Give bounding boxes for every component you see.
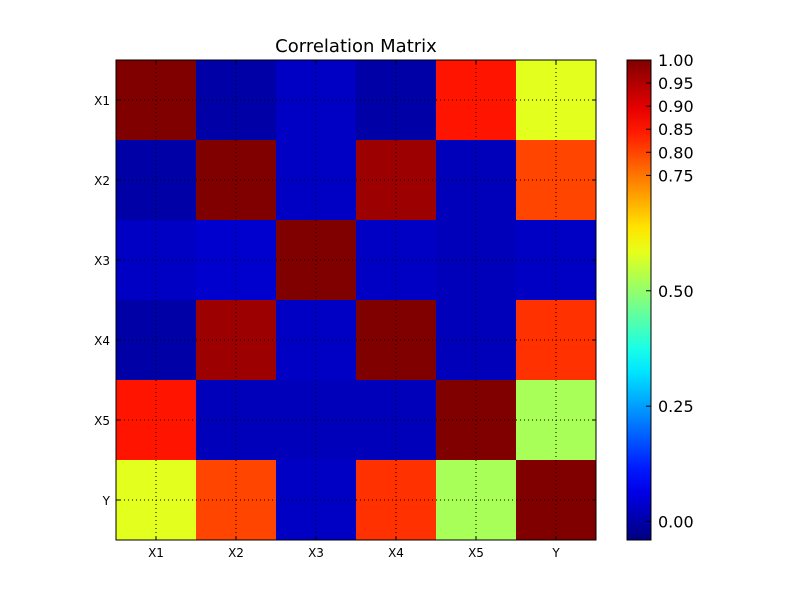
colorbar-tick-label: 0.85 [658, 120, 694, 139]
y-tick-label-X1: X1 [94, 94, 110, 108]
heatmap-cells [116, 60, 597, 541]
axis-ticks [116, 60, 596, 540]
x-tick-label-Y: Y [551, 546, 560, 560]
colorbar-tick-label: 0.75 [658, 166, 694, 185]
colorbar-ticks: 0.00 0.25 0.50 0.75 0.80 0.85 0.90 0.95 1.00 [646, 51, 694, 532]
y-tick-label-Y: Y [102, 494, 111, 508]
colorbar-tick-label: 0.80 [658, 143, 694, 162]
x-tick-label-X3: X3 [308, 546, 324, 560]
colorbar [626, 59, 652, 541]
plot-frame [115, 59, 597, 541]
colorbar-tick-label: 0.90 [658, 97, 694, 116]
x-axis-tick-labels: X1 X2 X3 X4 X5 Y [148, 546, 560, 560]
colorbar-tick-label: 0.25 [658, 397, 694, 416]
heatmap-gridlines [116, 60, 596, 540]
chart-title: Correlation Matrix [275, 36, 437, 57]
colorbar-tick-label: 0.00 [658, 513, 694, 532]
y-tick-label-X5: X5 [94, 414, 110, 428]
x-tick-label-X4: X4 [388, 546, 404, 560]
x-tick-label-X1: X1 [148, 546, 164, 560]
y-tick-label-X2: X2 [94, 174, 110, 188]
y-tick-label-X4: X4 [94, 334, 110, 348]
colorbar-tick-label: 0.95 [658, 74, 694, 93]
x-tick-label-X2: X2 [228, 546, 244, 560]
colorbar-tick-label: 1.00 [658, 51, 694, 70]
x-tick-label-X5: X5 [468, 546, 484, 560]
y-axis-tick-labels: X1 X2 X3 X4 X5 Y [94, 94, 111, 508]
colorbar-tick-label: 0.50 [658, 282, 694, 301]
y-tick-label-X3: X3 [94, 254, 110, 268]
